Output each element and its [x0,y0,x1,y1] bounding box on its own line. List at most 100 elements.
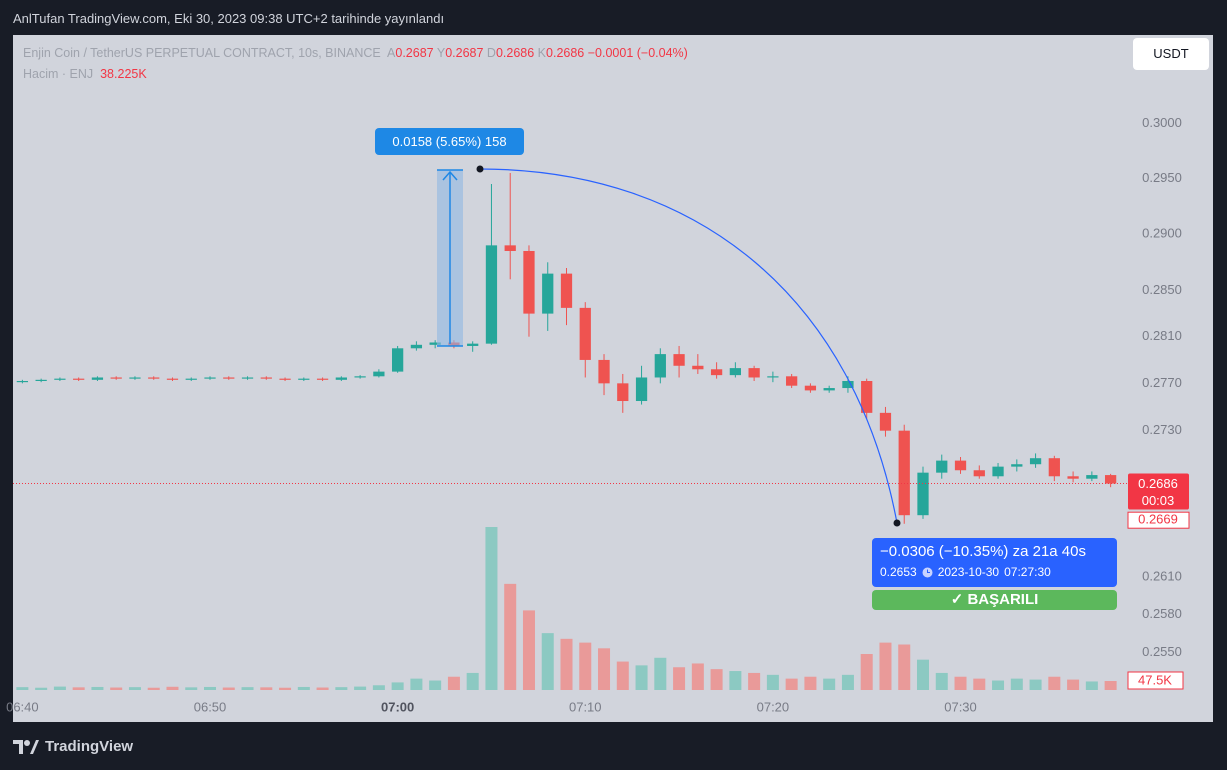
candle-body [617,383,629,402]
candle-body [166,378,179,380]
series [13,172,1127,690]
candle-body [1086,475,1098,479]
candle-body [729,368,741,376]
volume-bar [841,674,854,690]
y-tick-label: 0.2610 [1142,568,1182,583]
y-tick-label: 0.3000 [1142,115,1182,130]
candle-body [485,245,498,344]
volume-bar [1085,681,1098,690]
volume-bar [354,686,367,690]
candle-body [1104,475,1117,484]
candle-body [992,466,1004,477]
candle-body [879,412,892,431]
volume-bar [128,687,141,690]
volume-bar [823,678,836,690]
last-price-label: 0.2686 [1138,476,1178,491]
candle-body [91,377,104,380]
x-tick-label: 07:20 [757,699,790,714]
x-tick-label: 07:00 [381,699,414,714]
ohlc-key: K [537,46,547,60]
candle-body [129,377,141,379]
candle-body [542,273,554,314]
volume-bar [241,687,254,690]
volume-bar [935,672,948,690]
candle-body [241,377,254,379]
candle-body [973,470,985,477]
clock-icon [922,567,933,577]
volume-bar [1010,678,1023,690]
y-tick-label: 0.2810 [1142,328,1182,343]
currency-button[interactable]: USDT [1133,38,1209,70]
symbol-legend: Enjin Coin / TetherUS PERPETUAL CONTRACT… [23,46,688,60]
volume-bar [522,610,535,690]
candle-body [1029,458,1042,465]
volume-bar [372,685,385,690]
candle-body [110,377,122,379]
volume-bar [579,642,592,690]
y-tick-label: 0.2580 [1142,606,1182,621]
price-line-box [1127,511,1190,529]
y-tick-label: 0.2900 [1142,226,1182,241]
candle-body [898,430,910,516]
candle-body [1067,476,1079,479]
volume-bar [297,686,310,690]
ohlc-key: Y [436,46,446,60]
volume-bar [53,686,66,690]
volume-bar [616,661,629,690]
candle-body [335,377,347,380]
candle-body [692,365,704,370]
candle-body [185,378,197,380]
volume-bar [316,687,329,690]
candle-body [298,378,310,380]
volume-bar [898,644,911,690]
price-line-label: 0.2669 [1138,512,1178,527]
candle-body [786,376,798,386]
volume-bar [485,527,498,690]
volume-bar [260,687,273,690]
volume-bar [1067,679,1080,690]
candle-body [710,369,723,376]
volume-bar [879,642,892,690]
forecast-start [476,165,484,173]
volume-bar [204,686,217,690]
volume-bar [635,665,648,690]
volume-legend: Hacim · ENJ 38.225K [23,67,147,81]
volume-bar [429,680,442,690]
last-price-box [1128,473,1189,510]
volume-bar [91,686,104,690]
volume-bar [691,663,704,690]
forecast-detail: 0.2653 2023-10-30 07:27:30 [880,565,1051,579]
candle-body [579,307,591,360]
candle-body [861,380,873,413]
candle-body [223,377,235,379]
candle-body [392,348,404,372]
volume-bar [654,657,667,690]
candle-body [279,378,291,380]
forecast-price: 0.2653 [880,565,917,579]
candle-body [429,342,441,345]
volume-bar [992,680,1005,690]
volume-bar [279,687,292,690]
candle-body [748,368,760,378]
candle-body [842,380,854,389]
ohlc-value: 0.2687 [395,46,434,60]
candle-body [54,378,66,380]
candle-body [260,377,272,379]
volume-bar [1048,676,1061,690]
last-volume-box [1127,671,1184,690]
candle-body [635,377,648,402]
ohlc-legend: A0.2687 Y0.2687 D0.2686 K0.2686 [387,46,588,60]
ohlc-value: 0.2687 [445,46,484,60]
forecast-time: 07:27:30 [1004,565,1051,579]
volume-bar [16,687,29,690]
volume-bar [785,678,798,690]
volume-bar [1029,679,1042,690]
y-tick-label: 0.2850 [1142,282,1182,297]
candle-body [1048,458,1060,477]
candle-body [1011,464,1023,467]
forecast-date: 2023-10-30 [937,565,1000,579]
ohlc-value: 0.2686 [495,46,535,60]
candle-body [504,245,516,251]
candle-body [673,354,685,366]
